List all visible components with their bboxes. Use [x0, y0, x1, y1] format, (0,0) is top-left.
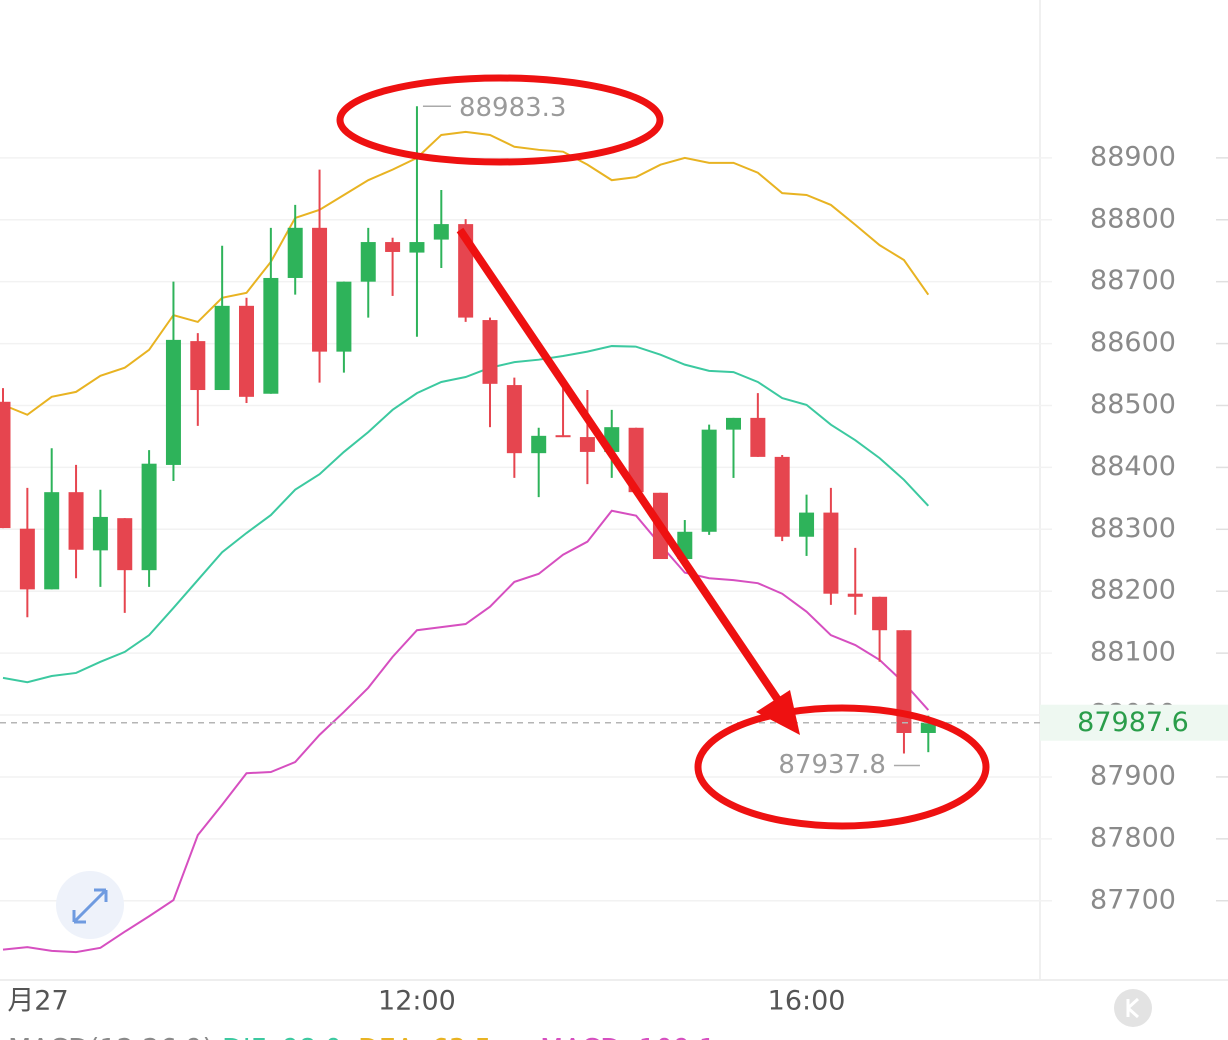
candle-body	[847, 593, 863, 597]
candle-body	[360, 242, 376, 282]
y-tick-label: 88400	[1090, 451, 1176, 482]
candle-body	[628, 427, 644, 493]
candle-body	[214, 305, 230, 391]
candle-body	[555, 435, 571, 438]
arrow-head	[756, 690, 800, 735]
band-line	[2, 130, 930, 416]
candle-body	[287, 227, 303, 278]
band-line	[2, 345, 930, 684]
y-tick-label: 87800	[1090, 822, 1176, 853]
candle-body	[190, 341, 206, 391]
grid	[0, 157, 1228, 902]
candle-body	[823, 512, 839, 594]
x-tick-label: 月27	[7, 986, 68, 1017]
candle-body	[68, 492, 84, 550]
candle-body	[482, 320, 498, 384]
candle-body	[531, 435, 547, 454]
candle-body	[312, 227, 328, 352]
k-icon	[1126, 997, 1140, 1019]
candle-body	[433, 224, 449, 240]
candle-body	[44, 492, 60, 590]
indicator-text: DEA: 63.5	[358, 1034, 492, 1040]
x-tick-label: 12:00	[378, 986, 456, 1017]
indicator-text: DIF: 98.0	[222, 1034, 342, 1040]
low-label: 87937.8	[778, 750, 886, 780]
y-tick-label: 88600	[1090, 327, 1176, 358]
candle-body	[579, 437, 595, 452]
highlight-ellipse	[336, 74, 664, 166]
candle-body	[506, 385, 522, 454]
y-tick-label: 87700	[1090, 884, 1176, 915]
candle-body	[896, 630, 912, 733]
candle-body	[239, 305, 254, 397]
indicator-text: MACD: 109.1	[540, 1034, 716, 1040]
highlight-ellipse	[694, 704, 990, 830]
candle-body	[872, 596, 888, 631]
candles	[0, 106, 936, 754]
candle-body	[336, 281, 352, 352]
candle-body	[19, 528, 35, 590]
high-label: 88983.3	[459, 93, 567, 123]
x-tick-label: 16:00	[768, 986, 846, 1017]
candle-body	[141, 463, 157, 571]
band-lines	[2, 130, 930, 954]
arrow-shaft	[456, 227, 782, 703]
candle-body	[385, 242, 401, 252]
candle-body	[263, 277, 279, 394]
k-button[interactable]	[1114, 989, 1152, 1027]
labels: 8770087800879008800088100882008830088400…	[0, 93, 1228, 1040]
candle-body	[774, 456, 790, 537]
last-price-label: 87987.6	[1077, 707, 1189, 738]
candle-body	[920, 722, 936, 733]
candle-body	[409, 242, 425, 253]
y-tick-label: 88700	[1090, 265, 1176, 296]
y-tick-label: 88300	[1090, 513, 1176, 544]
y-tick-label: 88500	[1090, 389, 1176, 420]
candle-body	[799, 512, 815, 537]
candle-body	[726, 417, 741, 430]
candle-body	[117, 518, 133, 571]
y-tick-label: 88200	[1090, 575, 1176, 606]
indicator-text: MACD(12,26,9)	[8, 1034, 213, 1040]
y-tick-label: 88900	[1090, 141, 1176, 172]
candle-body	[0, 401, 11, 529]
y-tick-label: 88100	[1090, 637, 1176, 668]
y-tick-label: 87900	[1090, 760, 1176, 791]
expand-icon	[72, 888, 108, 924]
last-price-box	[1040, 704, 1228, 741]
candle-body	[750, 417, 766, 457]
band-line	[2, 509, 930, 954]
candle-body	[92, 516, 108, 551]
candle-body	[701, 429, 717, 532]
y-tick-label: 88800	[1090, 203, 1176, 234]
candle-body	[165, 339, 181, 465]
